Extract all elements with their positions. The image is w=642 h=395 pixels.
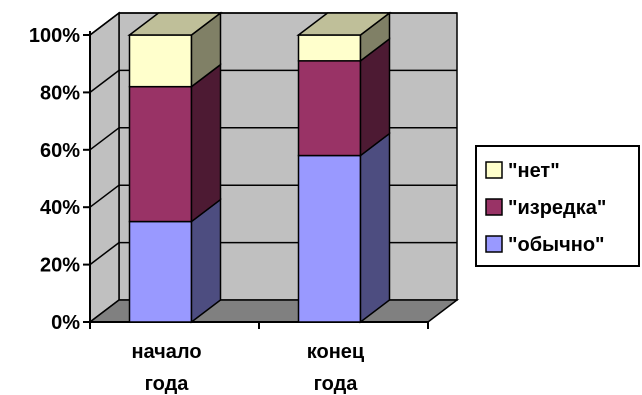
bar-front — [297, 34, 362, 62]
bar-front — [297, 154, 362, 323]
side-wall — [89, 11, 120, 324]
bar-front — [128, 34, 193, 88]
bar-segment — [296, 11, 392, 63]
legend-swatch — [485, 161, 503, 179]
gridline-side — [89, 127, 120, 151]
gridline-side — [89, 69, 120, 93]
legend-box — [475, 145, 640, 267]
x-axis-labels: начало года конец года — [131, 341, 364, 395]
x-category-label: конец — [307, 341, 365, 363]
x-category-label: года — [145, 373, 190, 395]
y-tick-label: 40% — [40, 197, 80, 219]
y-tick-label: 0% — [51, 312, 80, 334]
x-category-label: начало — [131, 341, 201, 363]
bar-top — [296, 12, 392, 36]
bar-segment — [297, 37, 391, 158]
y-tick-label: 20% — [40, 255, 80, 277]
bar-segment — [128, 198, 222, 324]
bar-front — [128, 85, 193, 223]
bars — [127, 11, 392, 324]
legend-label: "изредка" — [508, 197, 606, 219]
legend-label: "нет" — [508, 160, 560, 182]
y-tick-label: 100% — [29, 25, 80, 47]
legend-label: "обычно" — [508, 234, 605, 256]
bar-segment — [127, 11, 223, 89]
bar-front — [128, 220, 193, 323]
bar-segment — [128, 63, 222, 224]
bar-front — [297, 60, 362, 157]
gridline-side — [89, 12, 120, 36]
bar-segment — [297, 132, 391, 324]
gridline-side — [89, 242, 120, 266]
bar-top — [127, 12, 223, 36]
y-tick-label: 60% — [40, 140, 80, 162]
bar-side — [359, 132, 391, 324]
x-category-label: года — [314, 373, 359, 395]
bar-side — [190, 63, 222, 224]
legend-swatch — [485, 235, 503, 253]
legend-swatch — [485, 198, 503, 216]
gridline-side — [89, 184, 120, 208]
y-tick-label: 80% — [40, 82, 80, 104]
y-axis-ticks: 0% 20% 40% 60% 80% 100% — [29, 25, 90, 334]
legend: "нет" "изредка" "обычно" — [475, 145, 640, 267]
